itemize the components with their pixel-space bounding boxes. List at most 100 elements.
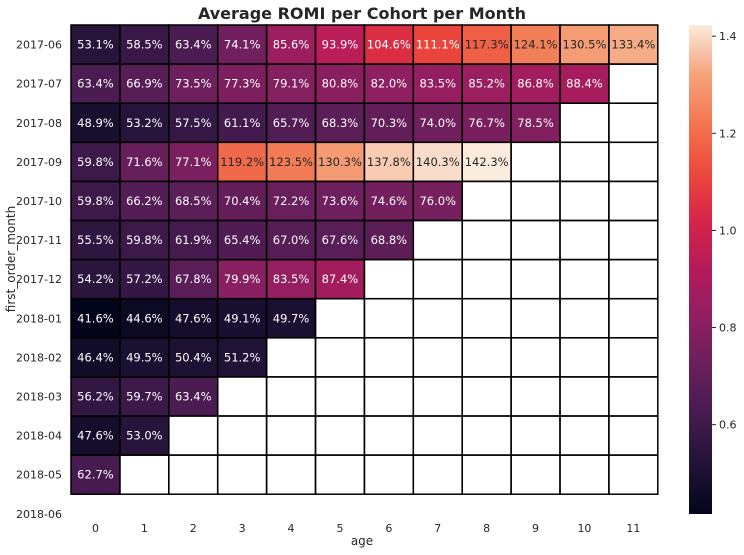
grid-line bbox=[608, 63, 659, 104]
heatmap-cell-r11-c0 bbox=[71, 455, 120, 495]
cell-label-r1-c7: 83.5% bbox=[419, 77, 456, 91]
heatmap-cell-r2-c5 bbox=[315, 103, 365, 143]
y-axis-label: first_order_month bbox=[4, 206, 18, 312]
cell-label-r3-c3: 119.2% bbox=[220, 155, 264, 169]
heatmap-cell-r7-c4 bbox=[266, 298, 316, 338]
cell-label-r0-c7: 111.1% bbox=[416, 38, 460, 52]
heatmap-cell-r5-c0 bbox=[71, 220, 120, 260]
cell-label-r1-c4: 79.1% bbox=[273, 77, 310, 91]
heatmap-cell-r6-c1 bbox=[119, 259, 169, 299]
grid-line bbox=[314, 376, 366, 417]
heatmap-cell-r6-c3 bbox=[217, 259, 267, 299]
cell-label-r5-c0: 55.5% bbox=[77, 233, 114, 247]
grid-line bbox=[119, 454, 170, 495]
cell-label-r4-c3: 70.4% bbox=[224, 194, 261, 208]
cell-label-r4-c1: 66.2% bbox=[126, 194, 163, 208]
grid-line bbox=[265, 337, 317, 378]
grid-line bbox=[412, 258, 463, 300]
heatmap-cell-r7-c0 bbox=[71, 298, 120, 338]
heatmap-cell-r2-c6 bbox=[364, 103, 414, 143]
grid-line bbox=[510, 337, 561, 378]
cell-label-r1-c5: 80.8% bbox=[322, 77, 359, 91]
cell-label-r8-c0: 46.4% bbox=[77, 350, 114, 364]
cell-label-r0-c8: 117.3% bbox=[465, 38, 509, 52]
cell-label-r0-c6: 104.6% bbox=[367, 38, 411, 52]
grid-line bbox=[363, 297, 415, 339]
heatmap-cell-r0-c0 bbox=[71, 25, 120, 65]
grid-line bbox=[559, 141, 610, 183]
heatmap-cell-r8-c0 bbox=[71, 337, 120, 377]
cell-label-r9-c0: 56.2% bbox=[77, 389, 114, 403]
cell-label-r5-c2: 61.9% bbox=[175, 233, 212, 247]
y-tick-2017-09: 2017-09 bbox=[16, 156, 62, 169]
heatmap-cell-r3-c8 bbox=[462, 142, 512, 182]
cell-label-r10-c1: 53.0% bbox=[126, 429, 163, 443]
heatmap-cell-r5-c5 bbox=[315, 220, 365, 260]
cell-label-r7-c0: 41.6% bbox=[77, 311, 114, 325]
grid-line bbox=[461, 219, 512, 261]
cell-label-r2-c2: 57.5% bbox=[175, 116, 212, 130]
y-tick-2017-07: 2017-07 bbox=[16, 78, 62, 91]
cell-label-r4-c6: 74.6% bbox=[371, 194, 408, 208]
heatmap-cell-r1-c4 bbox=[266, 64, 316, 104]
grid-line bbox=[510, 219, 561, 261]
x-tick-5: 5 bbox=[336, 522, 343, 535]
grid-line bbox=[363, 337, 415, 378]
heatmap-cell-r0-c3 bbox=[217, 25, 267, 65]
heatmap-cell-r2-c3 bbox=[217, 103, 267, 143]
heatmap-cell-r7-c2 bbox=[168, 298, 218, 338]
heatmap-cell-r3-c3 bbox=[217, 142, 267, 182]
x-tick-8: 8 bbox=[483, 522, 490, 535]
grid-line bbox=[412, 454, 463, 495]
cell-label-r7-c2: 47.6% bbox=[175, 311, 212, 325]
heatmap-cell-r4-c1 bbox=[119, 181, 169, 221]
cell-label-r0-c1: 58.5% bbox=[126, 38, 163, 52]
cell-label-r2-c0: 48.9% bbox=[77, 116, 114, 130]
heatmap-cell-r0-c11 bbox=[608, 25, 658, 65]
grid-line bbox=[559, 102, 610, 144]
grid-line bbox=[608, 102, 659, 144]
heatmap-cell-r3-c1 bbox=[119, 142, 169, 182]
grid-line bbox=[216, 376, 268, 417]
y-tick-2017-06: 2017-06 bbox=[16, 39, 62, 52]
cell-label-r3-c0: 59.8% bbox=[77, 155, 114, 169]
heatmap-cell-r4-c7 bbox=[413, 181, 463, 221]
cell-label-r0-c10: 130.5% bbox=[563, 38, 607, 52]
y-tick-2018-01: 2018-01 bbox=[16, 312, 62, 325]
colorbar-ticks: 0.6 0.8 1.0 1.2 1.4 bbox=[712, 30, 737, 432]
heatmap-cells: 53.1% 58.5% 63.4% 74.1% 85.6% 93.9% 104.6% 111.… bbox=[70, 24, 659, 495]
cell-label-r5-c6: 68.8% bbox=[371, 233, 408, 247]
heatmap-cell-r9-c1 bbox=[119, 376, 169, 416]
cell-label-r1-c8: 85.2% bbox=[468, 77, 505, 91]
grid-line bbox=[608, 219, 659, 261]
grid-line bbox=[608, 337, 659, 378]
grid-line bbox=[559, 180, 610, 222]
heatmap-cell-r8-c3 bbox=[217, 337, 267, 377]
grid-line bbox=[559, 376, 610, 417]
cell-label-r1-c1: 66.9% bbox=[126, 77, 163, 91]
heatmap-cell-r10-c1 bbox=[119, 416, 169, 456]
cell-label-r5-c1: 59.8% bbox=[126, 233, 163, 247]
cell-label-r0-c3: 74.1% bbox=[224, 38, 261, 52]
heatmap-cell-r1-c9 bbox=[511, 64, 560, 104]
colorbar-tick-1.4: 1.4 bbox=[719, 30, 737, 43]
heatmap-cell-r5-c2 bbox=[168, 220, 218, 260]
grid-line bbox=[461, 376, 512, 417]
cell-label-r3-c6: 137.8% bbox=[367, 155, 411, 169]
cell-label-r7-c4: 49.7% bbox=[273, 311, 310, 325]
heatmap-cell-r1-c0 bbox=[71, 64, 120, 104]
cell-label-r2-c1: 53.2% bbox=[126, 116, 163, 130]
cell-label-r7-c3: 49.1% bbox=[224, 311, 261, 325]
grid-line bbox=[510, 376, 561, 417]
grid-line bbox=[510, 258, 561, 300]
y-tick-2017-12: 2017-12 bbox=[16, 273, 62, 286]
grid-line bbox=[510, 415, 561, 456]
cell-label-r4-c4: 72.2% bbox=[273, 194, 310, 208]
grid-line bbox=[412, 337, 463, 378]
cell-label-r3-c1: 71.6% bbox=[126, 155, 163, 169]
colorbar-tick-1.0: 1.0 bbox=[719, 224, 737, 237]
grid-line bbox=[559, 337, 610, 378]
heatmap-cell-r0-c10 bbox=[560, 25, 609, 65]
x-axis-label: age bbox=[351, 534, 373, 548]
grid-line bbox=[265, 376, 317, 417]
